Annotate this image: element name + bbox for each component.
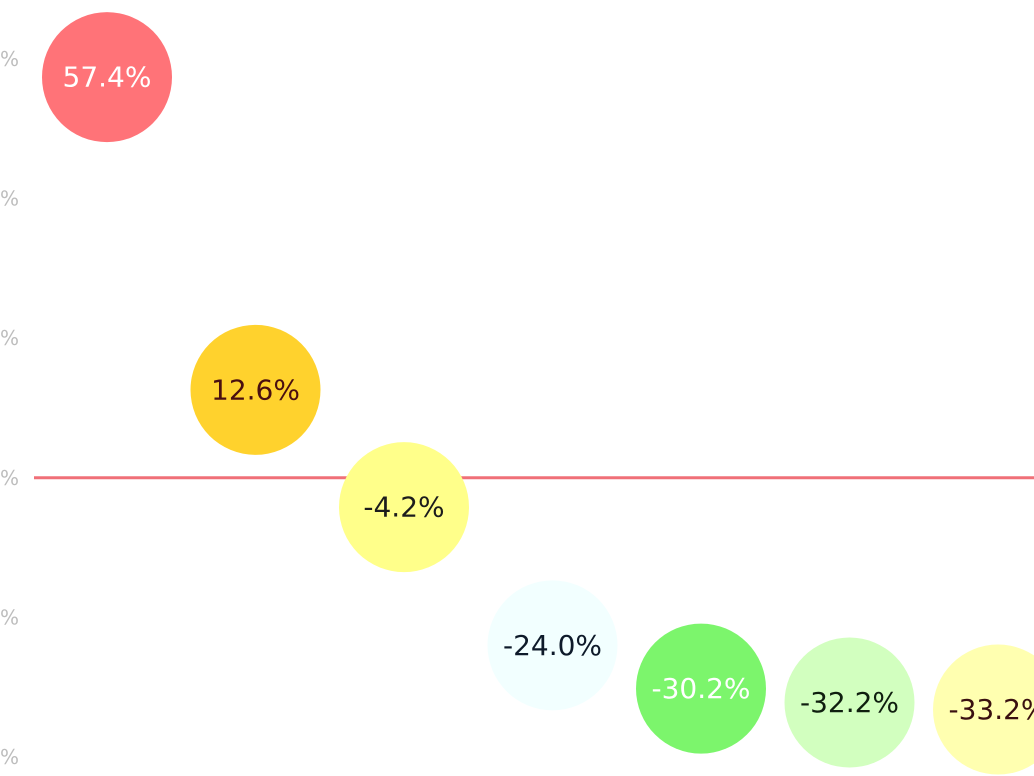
y-tick-label: % <box>0 326 19 350</box>
y-tick-label: % <box>0 605 19 629</box>
bubble-value-label: -33.2% <box>948 693 1034 726</box>
bubble <box>42 12 172 143</box>
bubble-value-label: -24.0% <box>503 629 602 662</box>
bubble-value-label: -30.2% <box>651 672 750 705</box>
bubble <box>636 623 766 754</box>
y-tick-label: % <box>0 187 19 211</box>
bubble-value-label: 12.6% <box>211 373 300 406</box>
y-tick-label: % <box>0 745 19 769</box>
bubble <box>487 580 618 711</box>
bubble <box>784 637 915 768</box>
bubbles-group: 57.4% 12.6% -4.2% -24.0% -30.2% -32.2% -33.2% <box>42 12 1034 775</box>
y-axis: %%%%%% <box>0 47 19 769</box>
y-tick-label: % <box>0 47 19 71</box>
bubble <box>190 324 321 455</box>
bubble-value-label: -4.2% <box>363 491 444 524</box>
bubble-value-label: 57.4% <box>63 61 152 94</box>
bubble <box>933 644 1034 775</box>
bubble <box>339 442 469 573</box>
bubble-value-label: -32.2% <box>800 686 899 719</box>
y-tick-label: % <box>0 466 19 490</box>
